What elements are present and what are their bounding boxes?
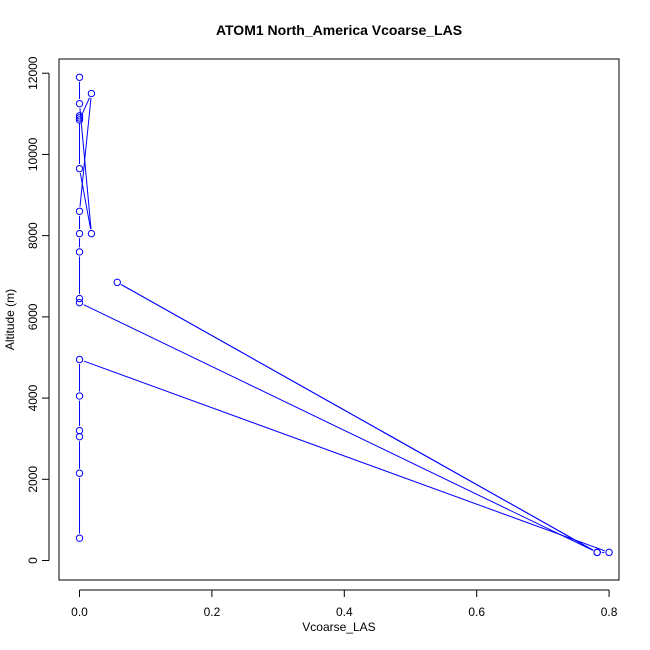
series-segment <box>83 360 605 552</box>
x-tick-label: 0.2 <box>204 605 221 619</box>
data-point <box>75 355 84 364</box>
x-tick-label: 0.0 <box>71 605 88 619</box>
y-axis-label: Altitude (m) <box>3 289 17 350</box>
data-point <box>75 99 84 108</box>
series-segment <box>80 97 90 116</box>
y-tick-label: 6000 <box>26 303 40 330</box>
data-point <box>75 116 84 124</box>
series-segment <box>79 108 92 230</box>
data-point <box>75 294 84 303</box>
series-segment <box>83 304 594 551</box>
data-point <box>605 548 613 557</box>
y-tick-label: 12000 <box>26 56 40 90</box>
data-point <box>75 426 84 435</box>
x-axis: 0.0 0.2 0.4 0.6 0.8 <box>71 589 618 619</box>
x-axis-label: Vcoarse_LAS <box>302 620 375 634</box>
x-tick-label: 0.6 <box>468 605 485 619</box>
data-point <box>75 207 84 215</box>
series-segment <box>79 98 92 207</box>
x-tick-label: 0.8 <box>601 605 618 619</box>
data-point <box>87 89 96 98</box>
data-point <box>75 229 84 238</box>
data-point <box>75 469 84 477</box>
data-point <box>75 432 84 441</box>
chart-title: ATOM1 North_America Vcoarse_LAS <box>216 22 462 38</box>
data-point <box>75 534 84 542</box>
data-point <box>87 229 96 238</box>
series-segment <box>79 173 92 230</box>
series-segment <box>121 284 594 551</box>
data-point <box>75 114 84 122</box>
y-tick-label: 4000 <box>26 384 40 411</box>
data-point <box>75 164 84 173</box>
y-axis: 0 2000 4000 6000 8000 10000 12000 <box>26 56 50 564</box>
x-tick-label: 0.4 <box>336 605 353 619</box>
data-point <box>113 278 121 287</box>
y-tick-label: 10000 <box>26 137 40 171</box>
y-tick-label: 0 <box>26 557 40 564</box>
data-point <box>75 73 84 81</box>
plot-frame <box>58 58 620 581</box>
series-layer <box>75 73 613 557</box>
y-tick-label: 2000 <box>26 466 40 493</box>
data-point <box>75 112 84 120</box>
data-point <box>75 248 84 256</box>
data-point <box>593 548 601 557</box>
data-point <box>75 392 84 400</box>
y-tick-label: 8000 <box>26 222 40 249</box>
data-point <box>75 298 84 307</box>
